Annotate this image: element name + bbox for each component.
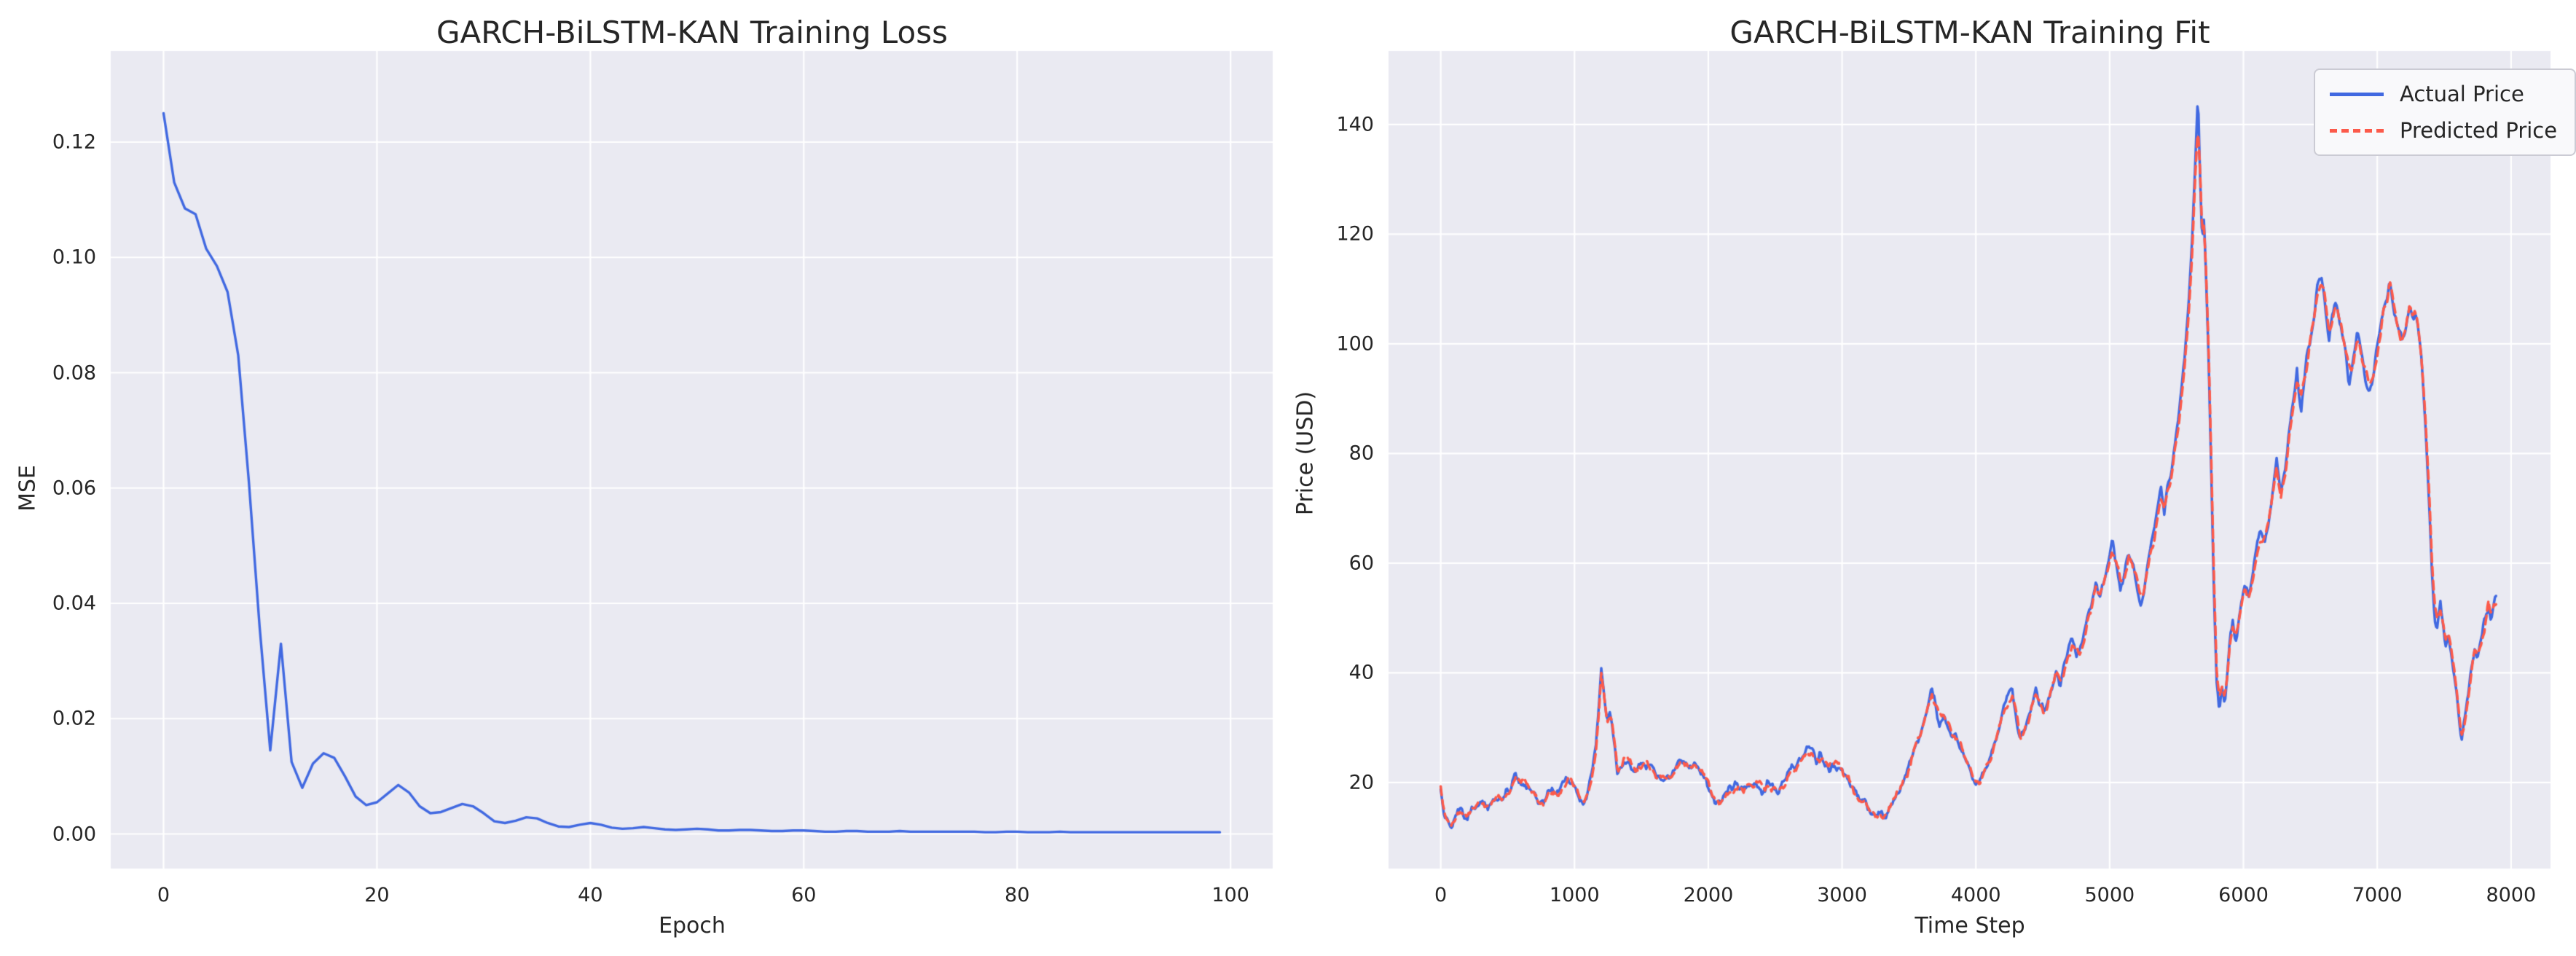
y-tick-label: 40 <box>1348 661 1374 684</box>
x-tick-label: 4000 <box>1950 884 2001 906</box>
legend: Actual Price Predicted Price <box>2314 68 2576 156</box>
actual-price-line-icon <box>2330 92 2384 96</box>
x-tick-label: 40 <box>578 884 603 906</box>
x-tick-label: 60 <box>791 884 817 906</box>
predicted-price-line-icon <box>2330 128 2384 133</box>
y-tick-label: 0.02 <box>52 707 96 730</box>
legend-row-actual: Actual Price <box>2330 82 2557 106</box>
x-tick-label: 80 <box>1005 884 1030 906</box>
x-tick-label: 100 <box>1212 884 1249 906</box>
x-axis-label-epoch: Epoch <box>659 913 726 939</box>
y-tick-label: 0.12 <box>52 130 96 154</box>
legend-label-actual: Actual Price <box>2400 82 2524 106</box>
y-tick-label: 80 <box>1348 442 1374 465</box>
y-tick-label: 120 <box>1336 222 1374 246</box>
x-tick-label: 3000 <box>1817 884 1867 906</box>
y-tick-label: 140 <box>1336 113 1374 136</box>
x-axis-label-timestep: Time Step <box>1915 913 2025 939</box>
y-tick-label: 20 <box>1348 771 1374 794</box>
x-tick-label: 0 <box>1434 884 1448 906</box>
legend-row-predicted: Predicted Price <box>2330 118 2557 143</box>
y-tick-label: 0.04 <box>52 592 96 615</box>
x-tick-label: 6000 <box>2218 884 2269 906</box>
y-tick-label: 0.06 <box>52 477 96 500</box>
x-tick-label: 8000 <box>2486 884 2537 906</box>
page-title-fit: GARCH-BiLSTM-KAN Training Fit <box>1729 15 2210 50</box>
y-tick-label: 100 <box>1336 332 1374 356</box>
y-tick-label: 60 <box>1348 552 1374 575</box>
y-tick-label: 0.00 <box>52 823 96 846</box>
x-tick-label: 1000 <box>1549 884 1600 906</box>
x-tick-label: 2000 <box>1683 884 1734 906</box>
legend-label-predicted: Predicted Price <box>2400 118 2558 143</box>
x-tick-label: 7000 <box>2352 884 2403 906</box>
x-tick-label: 5000 <box>2084 884 2135 906</box>
y-tick-label: 0.10 <box>52 246 96 269</box>
page-title: GARCH-BiLSTM-KAN Training Loss <box>436 15 949 50</box>
y-tick-label: 0.08 <box>52 361 96 385</box>
x-tick-label: 0 <box>157 884 170 906</box>
x-tick-label: 20 <box>364 884 390 906</box>
